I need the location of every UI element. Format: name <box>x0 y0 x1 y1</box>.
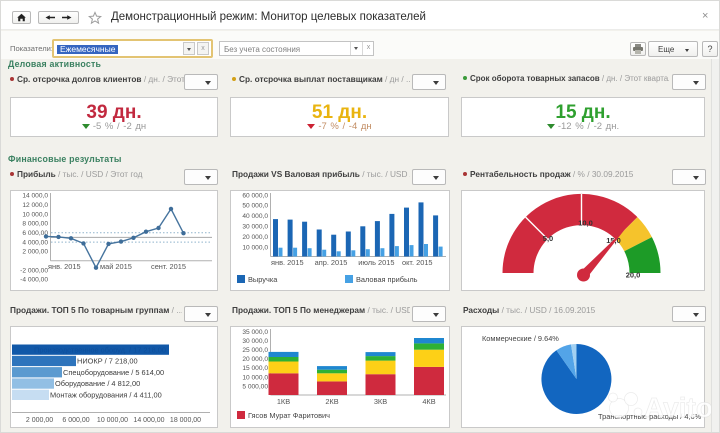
svg-text:Валовая прибыль: Валовая прибыль <box>356 275 418 284</box>
svg-text:Транспортные расходы / 4,6%: Транспортные расходы / 4,6% <box>598 412 702 421</box>
svg-text:20,0: 20,0 <box>626 271 641 280</box>
svg-text:НИОКР / 7 218,00: НИОКР / 7 218,00 <box>77 357 138 366</box>
svg-text:2 000,00: 2 000,00 <box>22 249 48 256</box>
svg-text:Монтаж оборудования / 4 411,00: Монтаж оборудования / 4 411,00 <box>50 391 162 400</box>
svg-text:60 000,0: 60 000,0 <box>242 192 268 199</box>
svg-text:Выручка: Выручка <box>248 275 278 284</box>
svg-text:35 000,0: 35 000,0 <box>242 329 268 336</box>
svg-text:10 000,00: 10 000,00 <box>97 417 128 424</box>
svg-text:1КВ: 1КВ <box>277 397 290 406</box>
svg-text:3КВ: 3КВ <box>374 397 387 406</box>
svg-text:10 000,0: 10 000,0 <box>22 211 48 218</box>
svg-text:Производственное оборуд. / 17: Производственное оборуд. / 17 218,00 <box>34 345 166 354</box>
svg-text:-4 000,00: -4 000,00 <box>20 277 48 284</box>
svg-text:янв. 2015: янв. 2015 <box>48 262 81 271</box>
svg-text:14 000,0: 14 000,0 <box>22 193 48 200</box>
svg-text:50 000,0: 50 000,0 <box>242 203 268 210</box>
svg-text:Коммерческие / 9.64%: Коммерческие / 9.64% <box>482 334 559 343</box>
svg-text:4КВ: 4КВ <box>422 397 435 406</box>
svg-text:Спецоборудование / 5 614,00: Спецоборудование / 5 614,00 <box>63 368 164 377</box>
svg-text:10,0: 10,0 <box>578 219 593 228</box>
svg-text:25 000,0: 25 000,0 <box>242 347 268 354</box>
svg-text:40 000,0: 40 000,0 <box>242 213 268 220</box>
svg-text:5,0: 5,0 <box>543 234 553 243</box>
svg-text:10 000,0: 10 000,0 <box>242 244 268 251</box>
svg-text:Гясов Мурат Фаритович: Гясов Мурат Фаритович <box>248 411 330 420</box>
svg-text:июль 2015: июль 2015 <box>358 258 394 267</box>
svg-text:20 000,0: 20 000,0 <box>242 356 268 363</box>
svg-text:15 000,0: 15 000,0 <box>242 365 268 372</box>
svg-text:янв. 2015: янв. 2015 <box>271 258 304 267</box>
svg-text:2 000,00: 2 000,00 <box>26 417 53 424</box>
svg-text:сент. 2015: сент. 2015 <box>151 262 186 271</box>
svg-text:2КВ: 2КВ <box>325 397 338 406</box>
svg-text:5 000,00: 5 000,00 <box>242 383 268 390</box>
svg-text:30 000,0: 30 000,0 <box>242 224 268 231</box>
svg-text:май 2015: май 2015 <box>100 262 132 271</box>
svg-text:20 000,0: 20 000,0 <box>242 234 268 241</box>
svg-text:-2 000,00: -2 000,00 <box>20 267 48 274</box>
svg-text:4 000,00: 4 000,00 <box>22 239 48 246</box>
svg-text:30 000,0: 30 000,0 <box>242 338 268 345</box>
svg-text:14 000,00: 14 000,00 <box>133 417 164 424</box>
svg-text:апр. 2015: апр. 2015 <box>315 258 348 267</box>
svg-text:10 000,0: 10 000,0 <box>242 374 268 381</box>
svg-text:12 000,0: 12 000,0 <box>22 202 48 209</box>
svg-text:18 000,00: 18 000,00 <box>170 417 201 424</box>
svg-text:8 000,00: 8 000,00 <box>22 221 48 228</box>
svg-text:6 000,00: 6 000,00 <box>62 417 89 424</box>
svg-text:Оборудование / 4 812,00: Оборудование / 4 812,00 <box>55 379 140 388</box>
svg-text:окт. 2015: окт. 2015 <box>402 258 433 267</box>
svg-text:6 000,00: 6 000,00 <box>22 230 48 237</box>
